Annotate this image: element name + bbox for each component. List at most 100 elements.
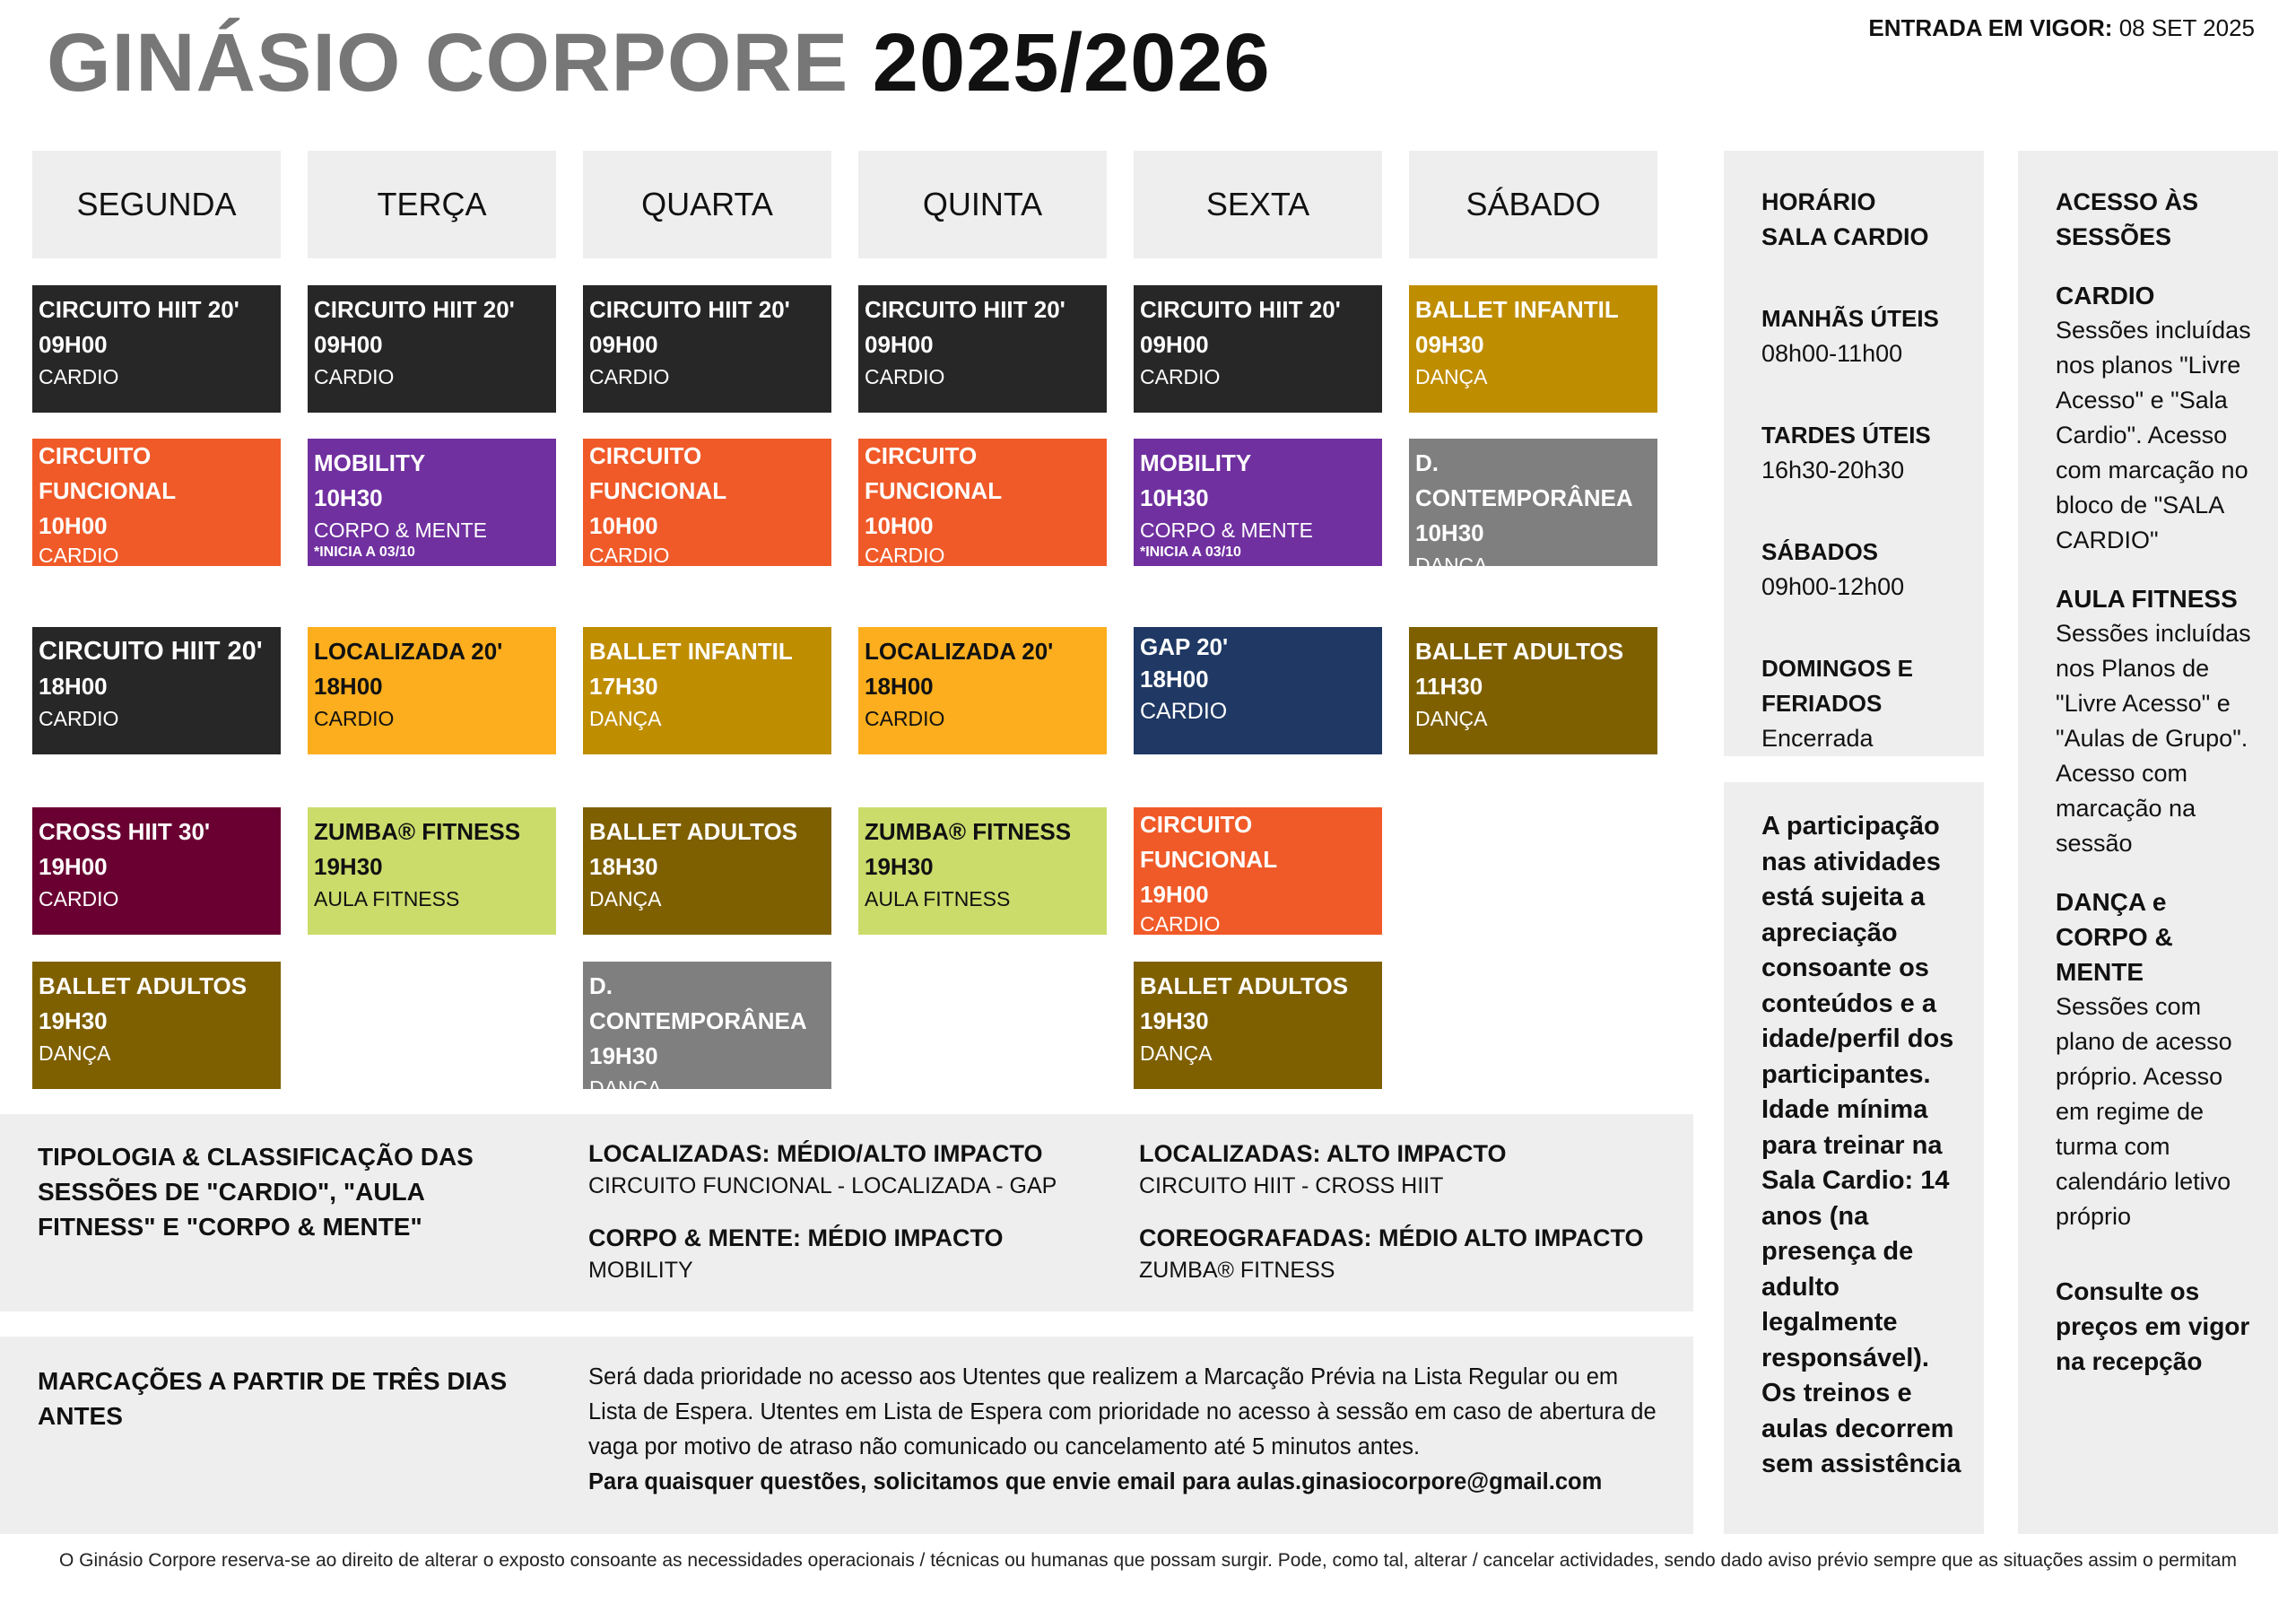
class-category: DANÇA xyxy=(589,707,662,730)
page-title: GINÁSIO CORPORE 2025/2026 xyxy=(47,16,1271,110)
class-name: BALLET ADULTOS xyxy=(589,818,798,845)
class-block[interactable]: ZUMBA® FITNESS 19H30 AULA FITNESS xyxy=(308,807,556,935)
class-block[interactable]: CIRCUITO HIIT 20' 18H00 CARDIO xyxy=(32,627,281,754)
class-name: ZUMBA® FITNESS xyxy=(314,818,521,845)
class-category: AULA FITNESS xyxy=(865,887,1011,910)
class-block[interactable]: MOBILITY 10H30 CORPO & MENTE *INICIA A 0… xyxy=(1134,439,1382,566)
class-block[interactable]: CIRCUITO HIIT 20' 09H00 CARDIO xyxy=(32,285,281,413)
sundays-label-1: DOMINGOS E xyxy=(1761,655,1914,682)
class-category: AULA FITNESS xyxy=(314,887,460,910)
class-category: DANÇA xyxy=(1140,1041,1213,1065)
class-time: 09H00 xyxy=(39,331,108,358)
class-category: DANÇA xyxy=(1415,365,1488,388)
title-year: 2025/2026 xyxy=(872,17,1271,109)
class-category: CARDIO xyxy=(39,365,119,388)
class-time: 09H30 xyxy=(1415,331,1484,358)
typology-high-label: LOCALIZADAS: ALTO IMPACTO xyxy=(1139,1140,1507,1167)
class-block[interactable]: LOCALIZADA 20' 18H00 CARDIO xyxy=(308,627,556,754)
class-block[interactable]: CIRCUITO FUNCIONAL 10H00 CARDIO xyxy=(583,439,831,566)
class-name: D. CONTEMPORÂNEA xyxy=(589,972,807,1034)
class-time: 19H30 xyxy=(589,1042,658,1069)
class-name: CIRCUITO HIIT 20' xyxy=(1140,296,1341,323)
class-category: CARDIO xyxy=(589,365,670,388)
effective-date-label: ENTRADA EM VIGOR: xyxy=(1868,14,2113,41)
class-block[interactable]: CIRCUITO FUNCIONAL 19H00 CARDIO xyxy=(1134,807,1382,935)
class-time: 09H00 xyxy=(314,331,383,358)
class-time: 19H30 xyxy=(314,853,383,880)
class-time: 18H00 xyxy=(39,673,108,700)
class-block[interactable]: BALLET ADULTOS 18H30 DANÇA xyxy=(583,807,831,935)
class-name: CIRCUITO HIIT 20' xyxy=(865,296,1065,323)
class-block[interactable]: ZUMBA® FITNESS 19H30 AULA FITNESS xyxy=(858,807,1107,935)
bookings-panel: MARCAÇÕES A PARTIR DE TRÊS DIAS ANTES Se… xyxy=(0,1337,1693,1534)
class-category: CARDIO xyxy=(865,707,945,730)
class-category: CARDIO xyxy=(314,365,395,388)
class-block[interactable]: BALLET ADULTOS 19H30 DANÇA xyxy=(1134,962,1382,1089)
class-time: 10H30 xyxy=(314,484,383,511)
typology-choreographed: COREOGRAFADAS: MÉDIO ALTO IMPACTO ZUMBA®… xyxy=(1139,1222,1644,1286)
saturdays-label: SÁBADOS xyxy=(1761,538,1879,565)
class-time: 10H00 xyxy=(865,512,934,539)
class-category: DANÇA xyxy=(1415,553,1488,566)
class-block[interactable]: LOCALIZADA 20' 18H00 CARDIO xyxy=(858,627,1107,754)
class-name: MOBILITY xyxy=(314,449,426,476)
access-aula-fitness-text: Sessões incluídas nos Planos de "Livre A… xyxy=(2056,620,2251,857)
class-name: CIRCUITO HIIT 20' xyxy=(39,637,263,666)
access-prices-note: Consulte os preços em vigor na recepção xyxy=(2056,1277,2250,1375)
class-note: *INICIA A 03/10 xyxy=(314,544,415,560)
class-name: CIRCUITO FUNCIONAL xyxy=(1140,811,1278,873)
typology-high-value: CIRCUITO HIIT - CROSS HIIT xyxy=(1139,1173,1444,1198)
class-block[interactable]: MOBILITY 10H30 CORPO & MENTE *INICIA A 0… xyxy=(308,439,556,566)
class-block[interactable]: BALLET INFANTIL 17H30 DANÇA xyxy=(583,627,831,754)
weekday-afternoons-value: 16h30-20h30 xyxy=(1761,457,1905,484)
access-cardio-label: CARDIO xyxy=(2056,282,2155,309)
class-block[interactable]: BALLET ADULTOS 19H30 DANÇA xyxy=(32,962,281,1089)
class-time: 17H30 xyxy=(589,673,658,700)
weekday-mornings-value: 08h00-11h00 xyxy=(1761,340,1903,367)
day-header-segunda: SEGUNDA xyxy=(32,151,281,258)
sundays-label-2: FERIADOS xyxy=(1761,690,1883,717)
class-block[interactable]: CIRCUITO HIIT 20' 09H00 CARDIO xyxy=(583,285,831,413)
class-category: CARDIO xyxy=(1140,699,1228,724)
class-block[interactable]: CIRCUITO FUNCIONAL 10H00 CARDIO xyxy=(858,439,1107,566)
class-time: 19H00 xyxy=(39,853,108,880)
class-name: ZUMBA® FITNESS xyxy=(865,818,1072,845)
bookings-title: MARCAÇÕES A PARTIR DE TRÊS DIAS ANTES xyxy=(38,1367,508,1430)
bookings-text: Será dada prioridade no acesso aos Utent… xyxy=(588,1360,1665,1500)
class-block[interactable]: CIRCUITO HIIT 20' 09H00 CARDIO xyxy=(308,285,556,413)
class-category: CORPO & MENTE xyxy=(1140,518,1313,542)
class-category: CARDIO xyxy=(39,887,119,910)
class-block[interactable]: BALLET INFANTIL 09H30 DANÇA xyxy=(1409,285,1657,413)
saturdays-value: 09h00-12h00 xyxy=(1761,573,1905,600)
class-name: CIRCUITO FUNCIONAL xyxy=(589,442,727,504)
footer-disclaimer: O Ginásio Corpore reserva-se ao direito … xyxy=(59,1550,2237,1571)
day-header-sabado: SÁBADO xyxy=(1409,151,1657,258)
class-block[interactable]: D. CONTEMPORÂNEA 19H30 DANÇA xyxy=(583,962,831,1089)
class-block[interactable]: CIRCUITO HIIT 20' 09H00 CARDIO xyxy=(1134,285,1382,413)
class-category: DANÇA xyxy=(589,1076,662,1089)
class-note: *INICIA A 03/10 xyxy=(1140,544,1241,560)
class-name: LOCALIZADA 20' xyxy=(314,638,503,665)
class-block[interactable]: D. CONTEMPORÂNEA 10H30 DANÇA xyxy=(1409,439,1657,566)
class-block[interactable]: BALLET ADULTOS 11H30 DANÇA xyxy=(1409,627,1657,754)
class-time: 19H30 xyxy=(865,853,934,880)
bookings-contact-text: Para quaisquer questões, solicitamos que… xyxy=(588,1469,1603,1494)
effective-date: ENTRADA EM VIGOR: 08 SET 2025 xyxy=(1868,14,2255,42)
class-block[interactable]: CIRCUITO FUNCIONAL 10H00 CARDIO xyxy=(32,439,281,566)
class-block[interactable]: GAP 20' 18H00 CARDIO xyxy=(1134,627,1382,754)
class-name: CIRCUITO HIIT 20' xyxy=(39,296,239,323)
class-time: 10H30 xyxy=(1140,484,1209,511)
class-name: CIRCUITO HIIT 20' xyxy=(314,296,515,323)
class-time: 19H30 xyxy=(1140,1007,1209,1034)
typology-choreographed-value: ZUMBA® FITNESS xyxy=(1139,1258,1335,1283)
day-header-sexta: SEXTA xyxy=(1134,151,1382,258)
class-block[interactable]: CROSS HIIT 30' 19H00 CARDIO xyxy=(32,807,281,935)
day-header-terca: TERÇA xyxy=(308,151,556,258)
access-title-1: ACESSO ÀS xyxy=(2056,188,2199,215)
class-category: DANÇA xyxy=(39,1041,111,1065)
typology-body-mind-label: CORPO & MENTE: MÉDIO IMPACTO xyxy=(588,1224,1004,1251)
class-name: LOCALIZADA 20' xyxy=(865,638,1054,665)
typology-medium-high-label: LOCALIZADAS: MÉDIO/ALTO IMPACTO xyxy=(588,1140,1043,1167)
class-block[interactable]: CIRCUITO HIIT 20' 09H00 CARDIO xyxy=(858,285,1107,413)
class-category: CARDIO xyxy=(1140,365,1221,388)
